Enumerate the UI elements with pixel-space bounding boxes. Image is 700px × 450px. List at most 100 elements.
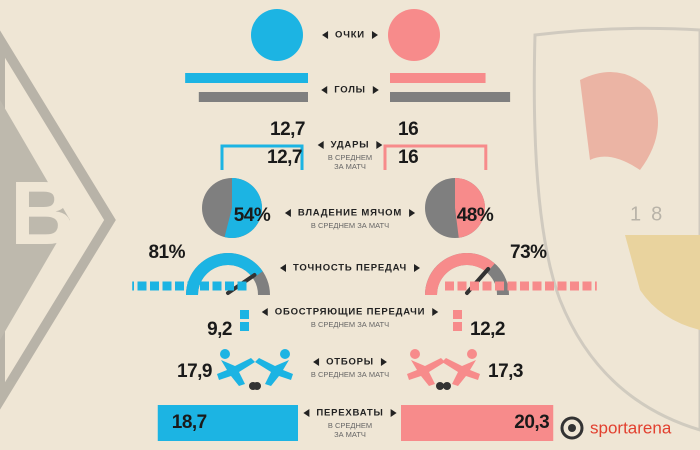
value-label: 20,3 — [514, 412, 549, 433]
arrow-left — [280, 264, 286, 272]
square — [200, 281, 209, 291]
square-marker — [240, 322, 249, 331]
stat-label: ОЧКИ — [335, 30, 365, 41]
square — [470, 281, 479, 291]
arrow-right — [380, 358, 387, 366]
arrow-left — [261, 308, 268, 316]
points-circle — [388, 9, 440, 61]
stat-sublabel: В СРЕДНЕМ ЗА МАТЧ — [328, 421, 372, 439]
value-label: 18,7 — [172, 412, 207, 433]
stat-label: ПЕРЕХВАТЫ — [316, 408, 383, 419]
square — [495, 281, 504, 291]
logo: sportarena — [560, 416, 672, 440]
ball — [443, 382, 451, 390]
square — [137, 281, 147, 291]
square — [570, 281, 579, 291]
square — [520, 281, 529, 291]
arrow-left — [317, 141, 324, 149]
square-marker — [453, 310, 462, 319]
square — [482, 281, 492, 291]
stat-sublabel: В СРЕДНЕМ ЗА МАТЧ — [311, 370, 389, 379]
shots-bracket — [220, 144, 304, 170]
points-circle — [251, 9, 303, 61]
logo-text: sportarena — [590, 418, 672, 437]
stat-label: ВЛАДЕНИЕ МЯЧОМ — [298, 208, 402, 219]
gauge-arc — [425, 253, 495, 296]
arrow-right — [409, 209, 416, 217]
intercept-bar — [157, 405, 298, 441]
player-head — [410, 349, 420, 359]
arrow-left — [313, 358, 320, 366]
square-marker — [240, 310, 249, 319]
value-label: 12,2 — [470, 319, 505, 340]
stat-label: ГОЛЫ — [334, 85, 366, 96]
value-label: 17,3 — [488, 361, 523, 382]
square — [545, 281, 554, 291]
player-figure — [407, 349, 451, 390]
ball — [436, 382, 444, 390]
value-label: 81% — [148, 242, 185, 263]
stat-label: ОТБОРЫ — [326, 357, 374, 368]
arrow-right — [414, 264, 420, 272]
value-label: 16 — [398, 119, 418, 140]
value-label: 12,7 — [270, 119, 305, 140]
value-label: 17,9 — [177, 361, 212, 382]
square — [557, 281, 567, 291]
stat-sublabel: В СРЕДНЕМ ЗА МАТЧ — [311, 320, 389, 329]
square-row — [132, 281, 247, 291]
arrow-right — [372, 86, 379, 94]
square — [532, 281, 542, 291]
shots-bracket — [383, 144, 488, 170]
stat-label: ТОЧНОСТЬ ПЕРЕДАЧ — [293, 263, 407, 274]
player-head — [280, 349, 290, 359]
goal-bar — [198, 92, 308, 102]
player-figure — [436, 349, 480, 390]
arrow-left — [321, 86, 328, 94]
arrow-right — [371, 31, 378, 39]
goal-bar — [390, 92, 511, 102]
square — [212, 281, 222, 291]
value-label: 48% — [457, 205, 494, 226]
right-crest: 18 — [532, 26, 700, 432]
player-body — [255, 358, 293, 386]
square — [507, 281, 517, 291]
value-label: 12,7 — [267, 147, 302, 168]
square-row — [445, 281, 597, 291]
square — [582, 281, 592, 291]
value-label: 16 — [398, 147, 418, 168]
square — [237, 281, 247, 291]
crest-text: 18 — [630, 203, 672, 225]
value-label: 73% — [510, 242, 547, 263]
square — [150, 281, 159, 291]
square — [175, 281, 184, 291]
stat-sublabel: В СРЕДНЕМ ЗА МАТЧ — [311, 221, 389, 230]
player-figure — [249, 349, 293, 390]
player-head — [220, 349, 230, 359]
square — [187, 281, 197, 291]
square — [225, 281, 234, 291]
arrow-left — [284, 209, 291, 217]
square — [132, 281, 134, 291]
arrow-right — [432, 308, 439, 316]
pie-slice — [455, 178, 486, 238]
stat-label: ОБОСТРЯЮЩИЕ ПЕРЕДАЧИ — [275, 307, 426, 318]
goal-bar — [185, 73, 308, 83]
player-head — [467, 349, 477, 359]
square — [445, 281, 454, 291]
stat-label: УДАРЫ — [331, 140, 370, 151]
square — [595, 281, 597, 291]
value-label: 54% — [234, 205, 271, 226]
svg-text:B: B — [10, 164, 75, 264]
ball — [249, 382, 257, 390]
square — [457, 281, 467, 291]
arrow-left — [303, 409, 310, 417]
left-crest: B — [0, 30, 116, 410]
player-body — [217, 358, 255, 386]
intercept-bar — [401, 405, 554, 441]
square — [162, 281, 172, 291]
arrow-left — [322, 31, 329, 39]
square-marker — [453, 322, 462, 331]
player-body — [407, 358, 445, 386]
goal-bar — [390, 73, 486, 83]
